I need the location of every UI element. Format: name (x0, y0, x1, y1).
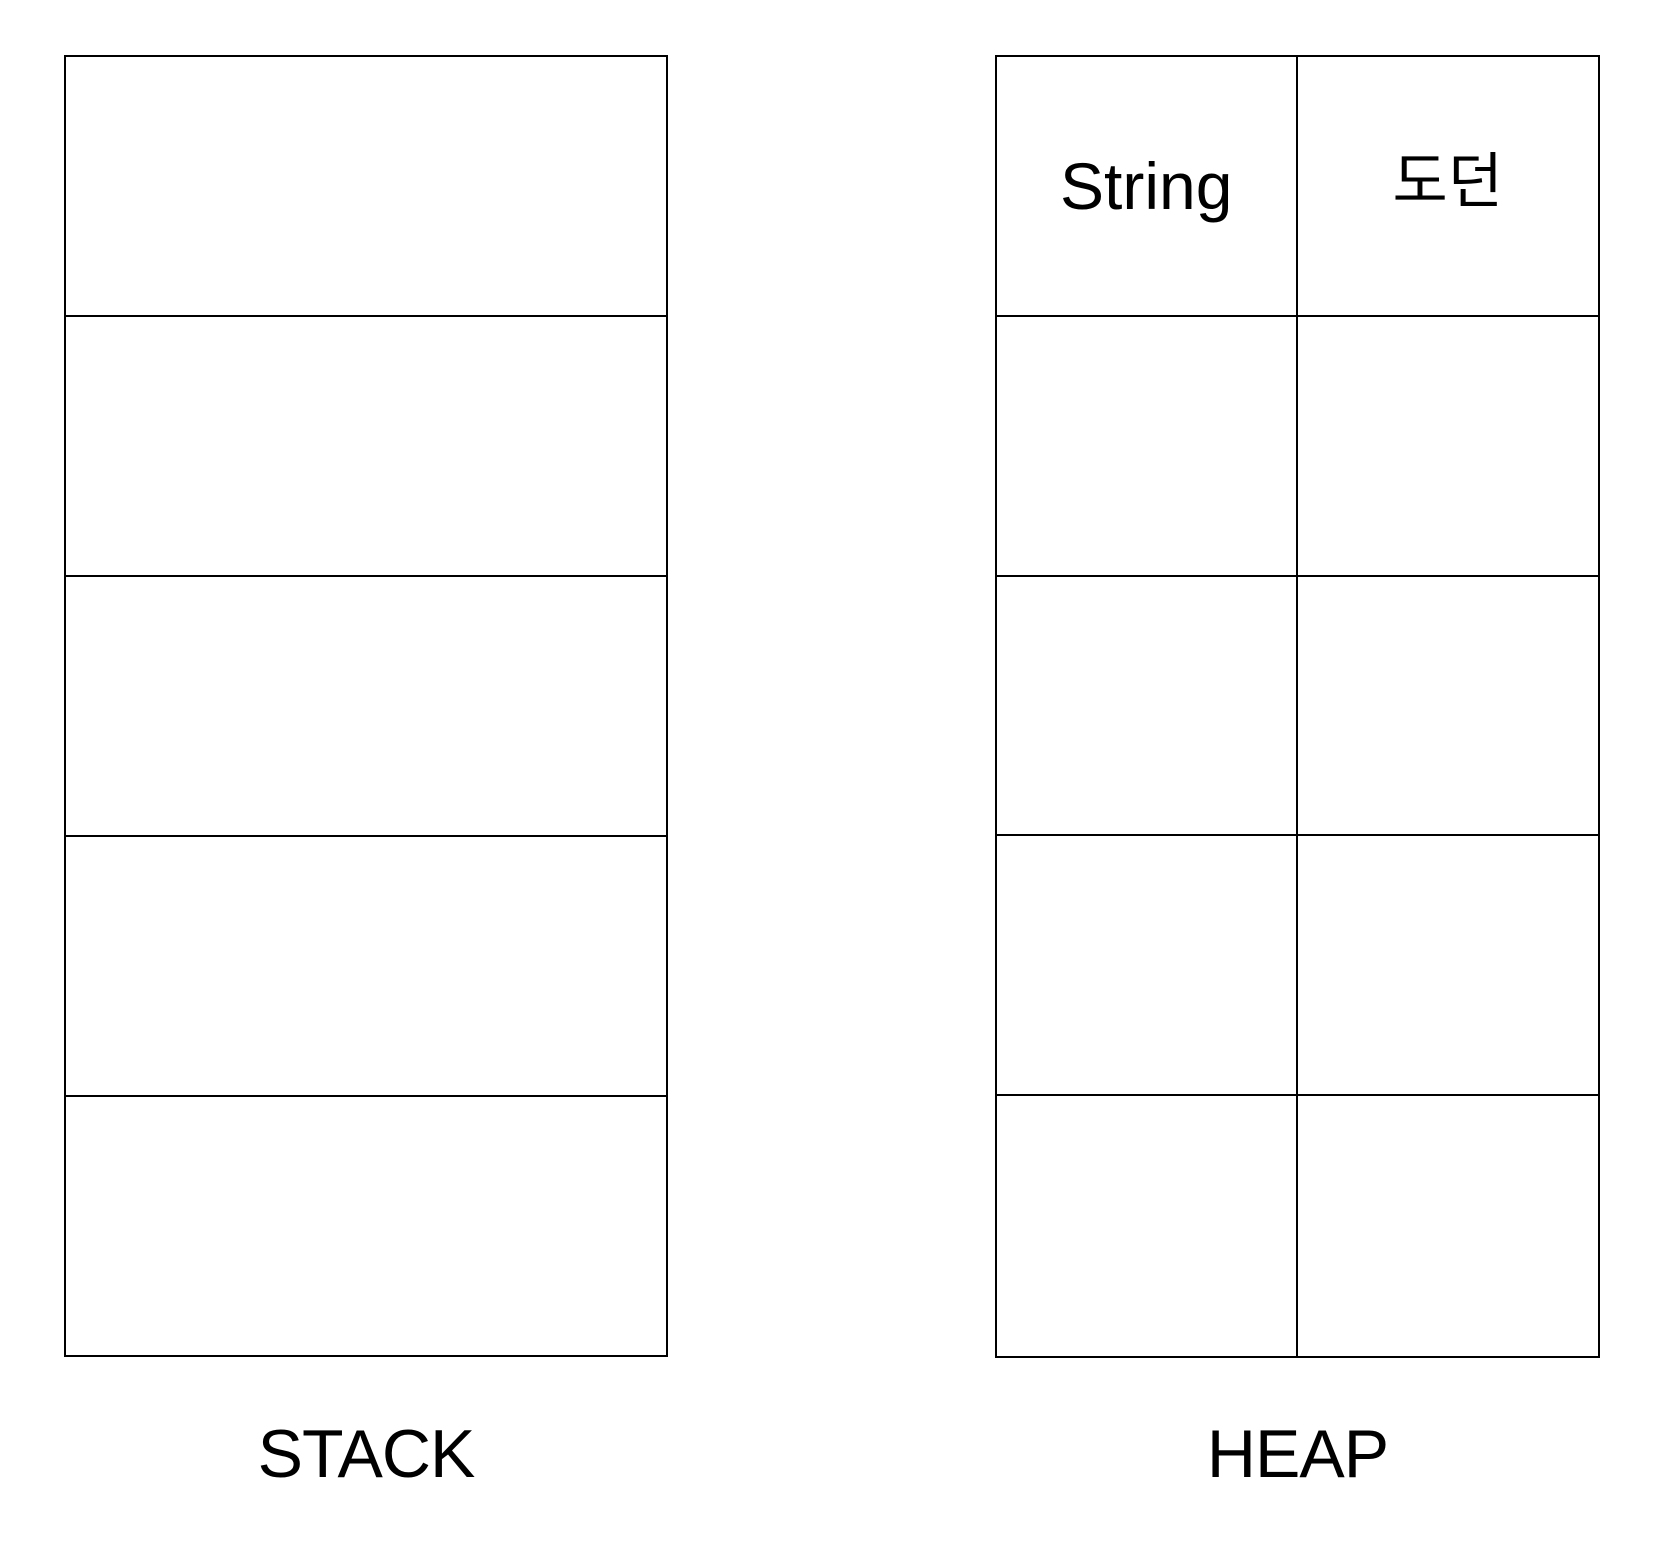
heap-table: String 도던 (995, 55, 1600, 1358)
stack-cell (66, 837, 666, 1097)
heap-label: HEAP (1206, 1416, 1389, 1492)
heap-cell-value (1298, 1096, 1599, 1356)
heap-cell-value (1297, 577, 1598, 837)
heap-cell-value (1297, 317, 1598, 577)
heap-cell-type (997, 1096, 1298, 1356)
heap-cell-value (1297, 836, 1598, 1097)
heap-type-text: String (1060, 148, 1233, 223)
heap-cell-type: String (997, 57, 1298, 317)
heap-cell-type (997, 576, 1298, 837)
stack-table (64, 55, 668, 1357)
stack-label: STACK (257, 1416, 476, 1492)
stack-cell (66, 577, 666, 837)
stack-cell (66, 1097, 666, 1355)
stack-cell (66, 57, 666, 317)
heap-cell-type (997, 316, 1298, 577)
heap-cell-value: 도던 (1297, 57, 1598, 317)
stack-cell (66, 317, 666, 577)
heap-value-text: 도던 (1392, 146, 1503, 217)
heap-cell-type (997, 836, 1298, 1097)
